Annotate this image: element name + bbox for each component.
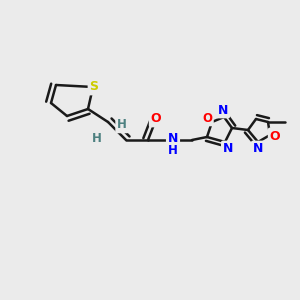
Text: O: O xyxy=(270,130,280,142)
Text: H: H xyxy=(168,145,178,158)
Text: N: N xyxy=(168,133,178,146)
Text: N: N xyxy=(253,142,263,155)
Text: O: O xyxy=(151,112,161,125)
Text: N: N xyxy=(218,103,228,116)
Text: H: H xyxy=(92,131,102,145)
Text: N: N xyxy=(223,142,233,155)
Text: H: H xyxy=(117,118,127,131)
Text: S: S xyxy=(89,80,98,94)
Text: O: O xyxy=(202,112,212,124)
